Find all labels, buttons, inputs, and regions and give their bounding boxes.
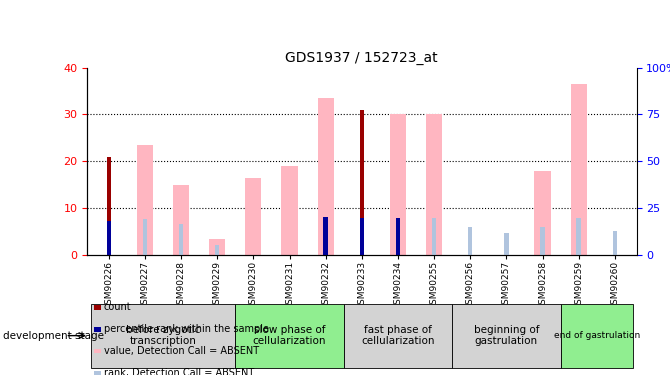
Text: slow phase of
cellularization: slow phase of cellularization: [253, 325, 326, 346]
FancyBboxPatch shape: [235, 304, 344, 368]
Text: value, Detection Call = ABSENT: value, Detection Call = ABSENT: [104, 346, 259, 356]
Bar: [137, 145, 153, 255]
Bar: [426, 114, 442, 255]
Bar: [540, 227, 545, 255]
Bar: [209, 238, 225, 255]
Bar: [107, 221, 111, 255]
Text: fast phase of
cellularization: fast phase of cellularization: [361, 325, 435, 346]
Bar: [360, 217, 364, 255]
Bar: [143, 219, 147, 255]
Bar: [360, 110, 364, 255]
Bar: [505, 232, 509, 255]
Bar: [324, 217, 328, 255]
Bar: [468, 227, 472, 255]
Title: GDS1937 / 152723_at: GDS1937 / 152723_at: [285, 51, 438, 65]
FancyBboxPatch shape: [90, 304, 235, 368]
Text: count: count: [104, 303, 131, 312]
Bar: [179, 224, 184, 255]
Bar: [432, 218, 436, 255]
Text: before zygotic
transcription: before zygotic transcription: [126, 325, 200, 346]
Bar: [612, 231, 617, 255]
Text: percentile rank within the sample: percentile rank within the sample: [104, 324, 269, 334]
Text: development stage: development stage: [3, 331, 105, 340]
Bar: [107, 157, 111, 255]
Bar: [390, 114, 406, 255]
Text: end of gastrulation: end of gastrulation: [553, 331, 640, 340]
FancyBboxPatch shape: [561, 304, 633, 368]
FancyBboxPatch shape: [452, 304, 561, 368]
Bar: [396, 217, 400, 255]
Bar: [173, 185, 189, 255]
Bar: [571, 84, 587, 255]
Bar: [318, 98, 334, 255]
Bar: [535, 171, 551, 255]
Text: rank, Detection Call = ABSENT: rank, Detection Call = ABSENT: [104, 368, 254, 375]
Bar: [281, 166, 297, 255]
FancyBboxPatch shape: [344, 304, 452, 368]
Bar: [576, 218, 581, 255]
Bar: [215, 245, 219, 255]
Text: beginning of
gastrulation: beginning of gastrulation: [474, 325, 539, 346]
Bar: [245, 178, 261, 255]
